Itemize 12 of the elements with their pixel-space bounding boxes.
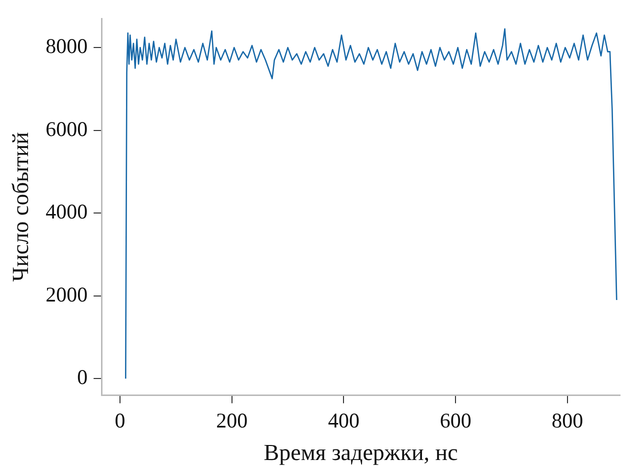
y-axis-title: Число событий [8, 132, 33, 282]
y-tick-label: 2000 [46, 282, 88, 306]
x-tick-label: 400 [328, 408, 360, 432]
y-tick-label: 8000 [46, 34, 88, 58]
x-tick-label: 0 [114, 408, 126, 432]
y-tick-label: 0 [77, 365, 88, 390]
y-tick-label: 4000 [46, 200, 88, 224]
x-tick-label: 200 [216, 408, 248, 432]
x-axis-title: Время задержки, нс [264, 440, 458, 466]
x-tick-label: 600 [440, 408, 472, 432]
x-tick-label: 800 [552, 408, 584, 432]
y-tick-label: 6000 [46, 116, 88, 141]
